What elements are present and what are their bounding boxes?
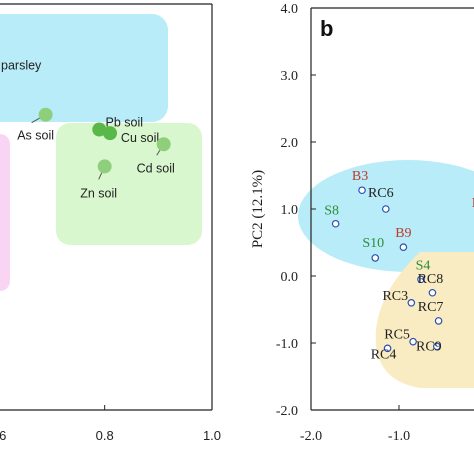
y-tick-label: -2.0 (276, 404, 298, 419)
score-point (409, 337, 417, 346)
panel-label: b (320, 16, 333, 41)
score-point (434, 317, 443, 325)
blue-region (0, 14, 168, 122)
point-label: RC6 (368, 186, 394, 201)
pink-region (0, 134, 10, 291)
green-region (56, 123, 202, 245)
blue-region (298, 160, 474, 272)
point-label: As soil (17, 129, 54, 143)
point-label: S8 (324, 204, 339, 219)
yellow-region (375, 252, 474, 388)
x-tick-label: 0.8 (96, 428, 114, 443)
point-label: RC9 (416, 339, 442, 354)
x-tick-label: -2.0 (300, 429, 322, 444)
y-tick-label: 1.0 (281, 203, 299, 218)
point-label: Cd soil (137, 161, 175, 175)
point-label: Hg R parsley (0, 59, 42, 73)
point-label: RC8 (418, 272, 444, 287)
x-tick-label: 1.0 (203, 428, 221, 443)
point-label: S10 (362, 236, 384, 251)
y-axis-label: PC2 (12.1%) (250, 170, 266, 248)
y-tick-label: 3.0 (281, 69, 299, 84)
score-point (407, 298, 416, 307)
point-label: B9 (395, 226, 411, 241)
point-label: RC3 (382, 289, 408, 304)
score-point (399, 243, 408, 251)
y-tick-label: 4.0 (281, 2, 299, 17)
score-point (371, 254, 380, 262)
point-label: RC7 (418, 300, 444, 315)
score-point (358, 186, 366, 195)
point-label: RC5 (384, 328, 410, 343)
loading-point (38, 107, 53, 122)
loading-point (156, 137, 171, 152)
point-label: B4 (472, 196, 474, 211)
panel-b-scores-plot: -2.0 -1.0 0.0 1.0 2.0 3.0 4.0 -2.0 -1.0 PC2 (12.1… (250, 2, 474, 444)
y-tick-label: 2.0 (281, 136, 299, 151)
loading-point (92, 122, 107, 137)
score-point (428, 288, 437, 297)
score-point (383, 344, 392, 353)
y-tick-label: 0.0 (281, 270, 299, 285)
point-label: Cu soil (121, 131, 159, 145)
point-label: Zn soil (80, 186, 117, 200)
loading-point (103, 126, 118, 141)
score-point (381, 205, 390, 213)
score-point (331, 219, 340, 228)
point-label: Pb soil (106, 115, 144, 129)
score-point (417, 275, 425, 284)
loading-point (97, 159, 112, 174)
x-tick-label: 0.6 (0, 428, 6, 443)
point-label: S4 (416, 258, 431, 273)
panel-a-loadings-plot: 0.60.81.0Hg R onionGTHg R parsleyHg S pa… (0, 3, 221, 443)
x-tick-label: -1.0 (388, 429, 410, 444)
point-label: RC4 (371, 347, 397, 362)
score-point (433, 342, 441, 351)
y-tick-label: -1.0 (276, 337, 298, 352)
point-label: B3 (352, 169, 368, 184)
